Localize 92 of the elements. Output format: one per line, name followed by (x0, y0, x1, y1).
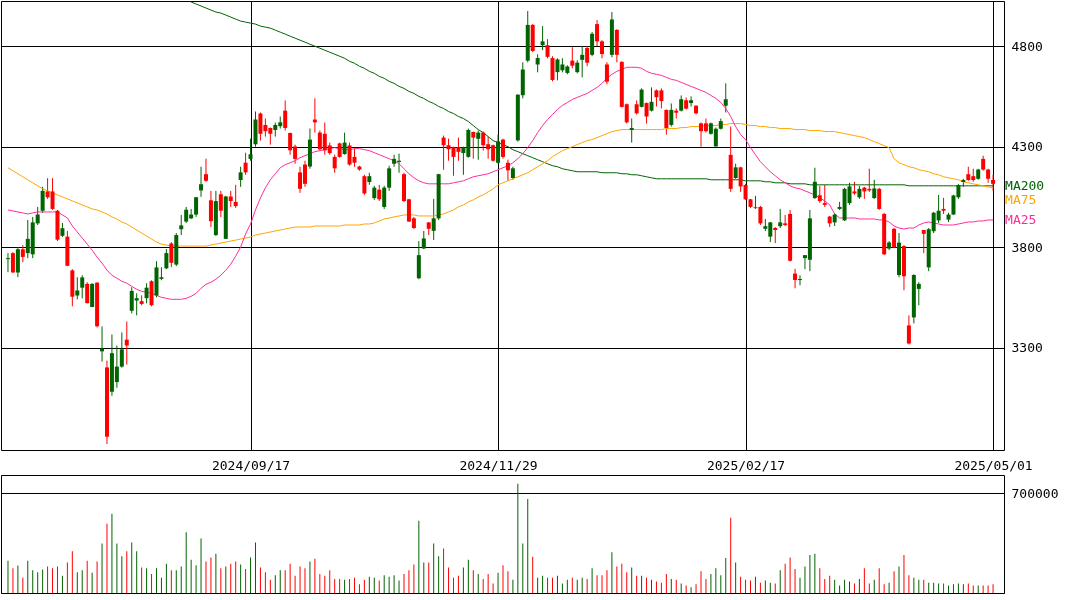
candlestick (362, 174, 367, 196)
candlestick (238, 166, 243, 188)
x-tick-label: 2025/05/01 (954, 457, 1033, 473)
candlestick (15, 246, 20, 278)
candlestick (90, 282, 95, 308)
candlestick (208, 190, 213, 228)
candlestick (629, 118, 634, 144)
series-label: MA200 (1005, 177, 1045, 193)
candlestick (124, 320, 129, 366)
candlestick (441, 135, 446, 171)
candlestick (669, 102, 674, 128)
x-tick-label: 2024/09/17 (211, 457, 291, 473)
candlestick (535, 53, 540, 73)
candlestick (471, 131, 476, 160)
candlestick (793, 268, 798, 289)
candlestick (50, 177, 55, 211)
candlestick (149, 279, 154, 307)
candlestick (5, 252, 10, 273)
y-tick-label: 4300 (1011, 139, 1043, 155)
line-series (7, 66, 994, 300)
candlestick (798, 274, 802, 286)
candlestick (80, 274, 85, 299)
candlestick (446, 138, 451, 162)
x-tick-label: 2024/11/29 (459, 457, 538, 473)
candlestick (570, 46, 575, 69)
candlestick (758, 205, 763, 226)
candlestick (144, 282, 149, 304)
candlestick (451, 146, 456, 177)
candlestick (991, 174, 996, 192)
candlestick (248, 138, 253, 162)
candlestick (431, 198, 436, 241)
candlestick (644, 101, 649, 125)
y-tick-label: 4800 (1011, 38, 1043, 54)
candlestick (342, 132, 347, 156)
candlestick (298, 166, 303, 194)
candlestick (906, 314, 911, 346)
candlestick (352, 148, 357, 168)
candlestick (713, 127, 718, 148)
candlestick (689, 95, 694, 107)
candlestick (550, 55, 555, 82)
candlestick (387, 165, 392, 192)
candlestick (75, 276, 80, 300)
y-tick-label: 3800 (1011, 239, 1043, 255)
candlestick (778, 208, 783, 229)
candlestick (476, 130, 481, 161)
candlestick (723, 82, 728, 113)
candlestick (347, 142, 352, 167)
candlestick (416, 240, 421, 280)
candlestick (382, 185, 387, 210)
series-label: MA75 (1005, 191, 1037, 207)
candlestick (243, 152, 248, 176)
candlestick (753, 195, 758, 210)
candlestick (921, 229, 926, 254)
candlestick (119, 331, 124, 369)
candlestick (822, 184, 827, 208)
candlestick (590, 31, 595, 57)
candlestick (218, 190, 223, 218)
candlestick (179, 214, 184, 236)
x-tick-label: 2025/02/17 (706, 457, 786, 473)
candlestick (595, 19, 600, 47)
candlestick (164, 248, 169, 270)
y-tick-label: 3300 (1011, 340, 1043, 356)
candlestick (233, 184, 238, 209)
candlestick (169, 241, 174, 268)
candlestick (496, 134, 501, 165)
candlestick (501, 138, 505, 160)
candlestick (392, 154, 397, 168)
candlestick (10, 251, 15, 274)
candlestick (540, 25, 545, 51)
candlestick (203, 158, 208, 183)
series-label: MA25 (1005, 211, 1037, 227)
candlestick (258, 112, 263, 142)
candlestick (604, 61, 609, 85)
candlestick (600, 39, 604, 59)
candlestick (302, 160, 307, 188)
candlestick (40, 186, 45, 214)
candlestick (332, 154, 337, 174)
candlestick (664, 108, 669, 136)
candlestick (114, 345, 119, 389)
candlestick (580, 45, 585, 78)
candlestick (585, 45, 590, 67)
candlestick (877, 187, 882, 211)
candlestick (555, 57, 560, 81)
candlestick (134, 292, 139, 316)
y-tick-label: 700000 (1011, 485, 1059, 501)
candlestick (674, 107, 679, 120)
candlestick (199, 166, 204, 198)
candlestick (892, 227, 897, 249)
candlestick (649, 86, 654, 112)
candlestick (505, 159, 510, 182)
candlestick (545, 38, 550, 59)
candlestick (283, 99, 288, 132)
